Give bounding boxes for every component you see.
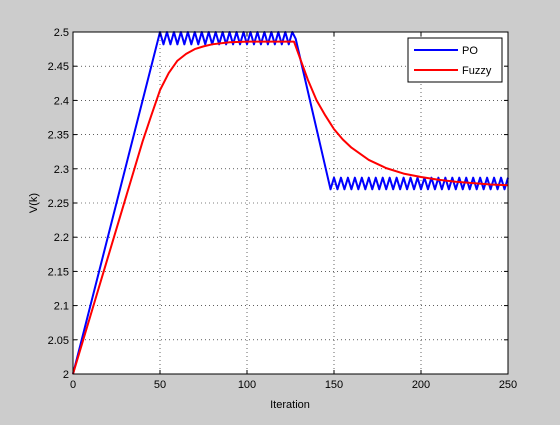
series-line-po bbox=[72, 31, 509, 375]
series-layer bbox=[72, 31, 509, 375]
tick-labels: 0 50 100 150 200 250 2 2.05 2.1 2.15 2.2 2.25 2.3 2.3… bbox=[48, 27, 518, 391]
y-tick-label: 2.3 bbox=[54, 164, 69, 176]
y-tick-label: 2.35 bbox=[48, 130, 69, 142]
y-tick-label: 2.5 bbox=[54, 27, 69, 39]
x-tick-label: 250 bbox=[499, 379, 517, 391]
legend-label-po: PO bbox=[462, 45, 478, 57]
y-tick-label: 2.05 bbox=[48, 335, 69, 347]
x-tick-label: 0 bbox=[70, 379, 76, 391]
x-tick-label: 200 bbox=[412, 379, 430, 391]
legend-box bbox=[407, 37, 503, 83]
grid bbox=[73, 32, 508, 374]
y-tick-label: 2.25 bbox=[48, 198, 69, 210]
plot-area bbox=[73, 32, 508, 374]
series-line-fuzzy bbox=[72, 40, 509, 375]
x-tick-label: 50 bbox=[154, 379, 166, 391]
y-tick-label: 2 bbox=[63, 369, 69, 381]
x-axis-label: Iteration bbox=[270, 399, 310, 411]
y-axis-label: V(k) bbox=[28, 193, 40, 213]
legend-label-fuzzy: Fuzzy bbox=[462, 65, 492, 77]
y-tick-label: 2.1 bbox=[54, 301, 69, 313]
ticks bbox=[72, 31, 509, 375]
y-tick-label: 2.15 bbox=[48, 266, 69, 278]
y-tick-label: 2.4 bbox=[54, 95, 69, 107]
legend: PO Fuzzy bbox=[407, 37, 503, 83]
x-tick-label: 100 bbox=[238, 379, 256, 391]
x-tick-label: 150 bbox=[325, 379, 343, 391]
y-tick-label: 2.2 bbox=[54, 232, 69, 244]
y-tick-label: 2.45 bbox=[48, 61, 69, 73]
